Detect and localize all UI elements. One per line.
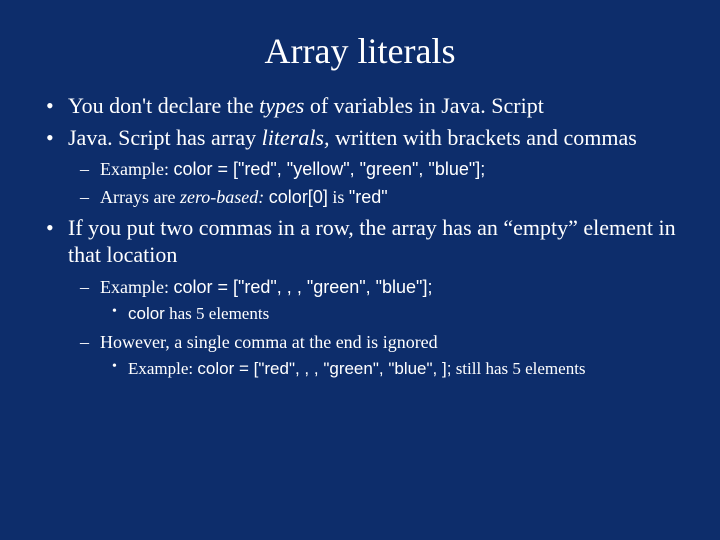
bullet-1: You don't declare the types of variables… bbox=[40, 92, 680, 120]
bullet-3-sub-1: Example: color = ["red", , , "green", "b… bbox=[76, 275, 680, 326]
b2-pre: Java. Script has array bbox=[68, 125, 262, 150]
b3s2a-pre: Example: bbox=[128, 359, 197, 378]
bullet-2-sub: Example: color = ["red", "yellow", "gree… bbox=[76, 157, 680, 210]
bullet-3-sub-2a: Example: color = ["red", , , "green", "b… bbox=[108, 358, 680, 381]
bullet-3-sub-2-sub: Example: color = ["red", , , "green", "b… bbox=[108, 358, 680, 381]
b3s1-code: color = ["red", , , "green", "blue"]; bbox=[173, 277, 432, 297]
slide-title: Array literals bbox=[40, 30, 680, 72]
b2s2-code1: color[0] bbox=[269, 187, 328, 207]
b1-pre: You don't declare the bbox=[68, 93, 259, 118]
b3s1a-code: color bbox=[128, 304, 165, 323]
bullet-3-sub-1a: color has 5 elements bbox=[108, 303, 680, 326]
b1-post: of variables in Java. Script bbox=[304, 93, 544, 118]
bullet-2-sub-2: Arrays are zero-based: color[0] is "red" bbox=[76, 185, 680, 209]
bullet-2: Java. Script has array literals, written… bbox=[40, 124, 680, 210]
b2s2-pre: Arrays are bbox=[100, 187, 180, 207]
b3-text: If you put two commas in a row, the arra… bbox=[68, 215, 676, 268]
b2-lit: literals, bbox=[262, 125, 330, 150]
b2-post: written with brackets and commas bbox=[330, 125, 637, 150]
b2s1-pre: Example: bbox=[100, 159, 173, 179]
b1-types: types bbox=[259, 93, 304, 118]
bullet-3-sub-1-sub: color has 5 elements bbox=[108, 303, 680, 326]
bullet-list: You don't declare the types of variables… bbox=[40, 92, 680, 381]
bullet-2-sub-1: Example: color = ["red", "yellow", "gree… bbox=[76, 157, 680, 181]
b3s1-pre: Example: bbox=[100, 277, 173, 297]
b3s2a-post: still has 5 elements bbox=[451, 359, 585, 378]
b2s2-zero: zero-based: bbox=[180, 187, 264, 207]
b2s2-code2: "red" bbox=[349, 187, 388, 207]
b2s2-mid: is bbox=[328, 187, 349, 207]
slide: Array literals You don't declare the typ… bbox=[0, 0, 720, 540]
b3s2a-code: color = ["red", , , "green", "blue", ]; bbox=[197, 359, 451, 378]
bullet-3-sub-2: However, a single comma at the end is ig… bbox=[76, 330, 680, 381]
b2s1-code: color = ["red", "yellow", "green", "blue… bbox=[173, 159, 485, 179]
bullet-3-sub: Example: color = ["red", , , "green", "b… bbox=[76, 275, 680, 381]
bullet-3: If you put two commas in a row, the arra… bbox=[40, 214, 680, 381]
b3s2-text: However, a single comma at the end is ig… bbox=[100, 332, 438, 352]
b3s1a-post: has 5 elements bbox=[165, 304, 269, 323]
